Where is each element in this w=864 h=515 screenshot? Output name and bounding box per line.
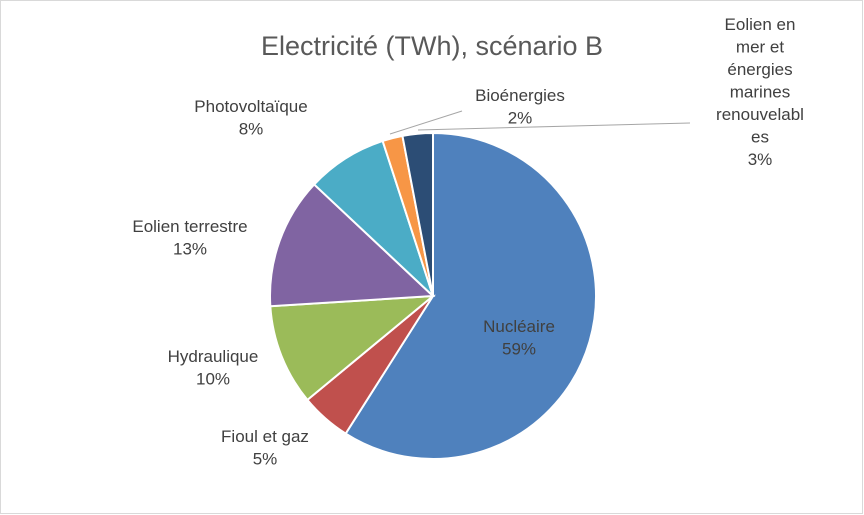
- pie-slice: [269, 294, 437, 402]
- data-label: Nucléaire 59%: [483, 317, 555, 359]
- label-name: Bioénergies: [475, 86, 565, 105]
- data-label: Photovoltaïque 8%: [194, 97, 307, 139]
- label-value: 59%: [502, 340, 536, 359]
- label-value: 8%: [239, 120, 264, 139]
- data-label: Eolien en mer et énergies marines renouvelab…: [716, 15, 804, 169]
- data-label: Hydraulique 10%: [168, 347, 259, 389]
- label-value: 13%: [173, 240, 207, 259]
- leader-line: [389, 110, 463, 135]
- label-value: 10%: [196, 370, 230, 389]
- label-name: Eolien terrestre: [132, 217, 247, 236]
- data-label: Bioénergies 2%: [475, 86, 565, 128]
- label-value: 3%: [748, 150, 773, 169]
- pie-slice: [401, 131, 434, 297]
- chart-title: Electricité (TWh), scénario B: [261, 31, 603, 61]
- label-name: Photovoltaïque: [194, 97, 307, 116]
- data-label: Eolien terrestre 13%: [132, 217, 247, 259]
- label-name: Eolien en mer et énergies marines renouvelab…: [716, 15, 804, 147]
- data-label: Fioul et gaz 5%: [221, 427, 309, 469]
- label-name: Fioul et gaz: [221, 427, 309, 446]
- pie-slice: [344, 131, 597, 460]
- label-name: Nucléaire: [483, 317, 555, 336]
- leader-line: [417, 122, 691, 131]
- pie-slice: [269, 183, 436, 308]
- label-value: 2%: [508, 109, 533, 128]
- label-value: 5%: [253, 450, 278, 469]
- label-name: Hydraulique: [168, 347, 259, 366]
